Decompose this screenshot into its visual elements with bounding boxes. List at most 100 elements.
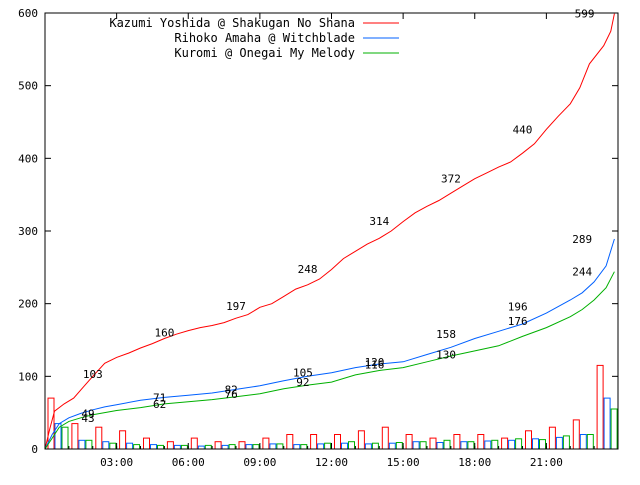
hourly-bar	[525, 430, 532, 450]
hourly-bar	[596, 364, 604, 450]
hourly-bar	[467, 441, 475, 450]
data-label: 76	[225, 388, 238, 401]
hourly-bar	[221, 444, 229, 450]
data-label: 105	[293, 367, 313, 380]
hourly-bar	[143, 437, 150, 450]
hourly-bar	[419, 441, 427, 450]
cumulative-lines-layer	[44, 13, 615, 450]
data-label: 176	[508, 315, 528, 328]
data-label: 120	[365, 356, 385, 369]
hourly-bar	[539, 439, 546, 450]
hourly-bar	[269, 443, 277, 450]
hourly-bar	[109, 442, 117, 450]
data-label: 248	[298, 263, 318, 276]
x-tick-label: 18:00	[458, 456, 491, 469]
data-label: 289	[572, 233, 592, 246]
hourly-bars-layer	[47, 364, 618, 450]
legend-label: Kuromi @ Onegai My Melody	[174, 46, 355, 60]
data-label: 116	[365, 359, 385, 372]
series-line	[44, 13, 615, 450]
hourly-bar	[150, 444, 157, 450]
data-label: 71	[153, 391, 166, 404]
hourly-bar	[508, 439, 516, 450]
hourly-bar	[348, 441, 355, 450]
hourly-bar	[532, 438, 539, 450]
hourly-bar	[71, 423, 79, 450]
hourly-bar	[310, 434, 318, 450]
plot-frame	[44, 12, 619, 450]
hourly-bar	[453, 434, 461, 450]
hourly-bar	[501, 437, 509, 450]
hourly-bar	[119, 430, 127, 450]
hourly-bar	[586, 434, 594, 450]
hourly-bar	[238, 441, 246, 450]
hourly-bar	[228, 444, 236, 450]
data-label: 49	[81, 407, 94, 420]
hourly-bar	[95, 426, 103, 450]
y-tick-label: 400	[18, 152, 38, 165]
x-tick-label: 21:00	[530, 456, 563, 469]
data-label: 196	[508, 301, 528, 314]
hourly-bar	[324, 442, 332, 450]
hourly-bar	[477, 434, 485, 450]
hourly-bar	[405, 434, 413, 450]
data-label: 62	[153, 398, 166, 411]
hourly-bar	[286, 434, 294, 450]
hourly-bar	[204, 444, 212, 450]
data-label: 158	[436, 328, 456, 341]
data-label: 440	[513, 123, 533, 136]
data-label: 43	[81, 412, 94, 425]
legend: Kazumi Yoshida @ Shakugan No ShanaRihoko…	[109, 16, 399, 60]
y-tick-label: 100	[18, 370, 38, 383]
data-label: 160	[154, 327, 174, 340]
hourly-bar	[180, 444, 188, 450]
hourly-bar	[262, 437, 270, 450]
hourly-bar	[252, 444, 260, 450]
hourly-bar	[214, 441, 222, 450]
hourly-bar	[443, 439, 451, 450]
y-tick-label: 200	[18, 298, 38, 311]
data-label: 197	[226, 300, 246, 313]
hourly-bar	[491, 439, 499, 450]
hourly-bar	[515, 438, 523, 450]
y-tick-label: 0	[31, 443, 38, 456]
hourly-bar	[166, 441, 174, 450]
hourly-bar	[54, 423, 62, 450]
hourly-bar	[610, 408, 618, 450]
hourly-bar	[341, 442, 348, 450]
data-label: 130	[436, 349, 456, 362]
legend-label: Kazumi Yoshida @ Shakugan No Shana	[109, 16, 355, 30]
hourly-bar	[300, 444, 308, 450]
x-tick-label: 06:00	[172, 456, 205, 469]
y-tick-label: 500	[18, 80, 38, 93]
series-line	[44, 271, 615, 450]
hourly-bar	[429, 437, 437, 450]
x-tick-label: 03:00	[100, 456, 133, 469]
data-label: 314	[369, 215, 389, 228]
data-label: 92	[296, 376, 309, 389]
data-label: 82	[225, 383, 238, 396]
hourly-bar	[572, 419, 580, 450]
hourly-bar	[102, 441, 110, 450]
x-tick-label: 15:00	[387, 456, 420, 469]
hourly-bar	[603, 397, 611, 450]
hourly-bar	[395, 442, 403, 450]
hourly-bar	[388, 442, 396, 450]
hourly-bar	[85, 439, 93, 450]
hourly-bar	[126, 442, 134, 450]
y-tick-label: 600	[18, 7, 38, 20]
hourly-bar	[579, 434, 587, 450]
hourly-bar	[293, 444, 301, 450]
axes-layer: 0 100 200 300 400 500 600 03:00 06:00 09:00 12:00 1…	[18, 7, 619, 469]
hourly-bar	[381, 426, 389, 450]
hourly-bar	[173, 444, 181, 450]
hourly-bar	[133, 444, 141, 450]
data-label: 103	[83, 368, 103, 381]
data-labels-layer: 103 160 197 248 314 372 440 599 49 71 82 105 120 158 1…	[81, 8, 594, 425]
hourly-bar	[371, 442, 379, 450]
x-tick-label: 12:00	[315, 456, 348, 469]
hourly-bar	[357, 430, 365, 450]
hourly-bar	[245, 444, 253, 450]
hourly-bar	[157, 444, 164, 450]
